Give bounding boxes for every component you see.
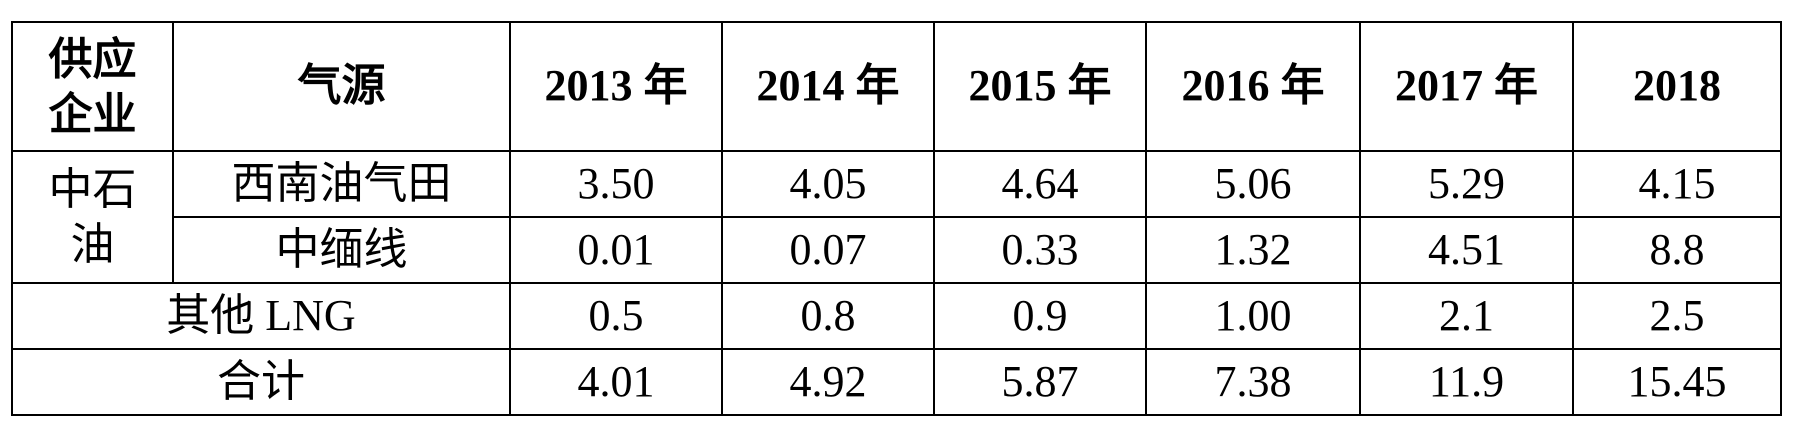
value-cell: 2.1 — [1359, 282, 1574, 350]
header-cell: 2017 年 — [1359, 21, 1574, 152]
header-cell: 供应企业 — [11, 21, 174, 152]
label-cell: 合计 — [11, 348, 511, 416]
value-cell: 1.32 — [1145, 216, 1361, 284]
value-cell: 3.50 — [509, 150, 723, 218]
table-row: 合计 4.01 4.92 5.87 7.38 11.9 15.45 — [11, 348, 1782, 416]
table-row: 供应企业 气源 2013 年 2014 年 2015 年 2016 年 2017 年 2018 — [11, 21, 1782, 152]
table-row: 其他 LNG 0.5 0.8 0.9 1.00 2.1 2.5 — [11, 282, 1782, 350]
label-cell: 其他 LNG — [11, 282, 511, 350]
value-cell: 0.01 — [509, 216, 723, 284]
table-row: 中缅线 0.01 0.07 0.33 1.32 4.51 8.8 — [12, 216, 1782, 284]
table-row: 中石油 西南油气田 3.50 4.05 4.64 5.06 5.29 4.15 — [11, 150, 1782, 284]
company-cell: 中石油 — [11, 150, 174, 284]
source-cell: 中缅线 — [172, 216, 511, 284]
value-cell: 1.00 — [1145, 282, 1361, 350]
source-cell: 西南油气田 — [172, 150, 511, 218]
value-cell: 0.07 — [721, 216, 935, 284]
value-cell: 5.29 — [1359, 150, 1574, 218]
value-cell: 0.8 — [721, 282, 935, 350]
value-cell: 11.9 — [1359, 348, 1574, 416]
value-cell: 0.9 — [933, 282, 1147, 350]
value-cell: 0.5 — [509, 282, 723, 350]
value-cell: 7.38 — [1145, 348, 1361, 416]
value-cell: 15.45 — [1572, 348, 1782, 416]
value-cell: 5.87 — [933, 348, 1147, 416]
value-cell: 4.05 — [721, 150, 935, 218]
header-cell-text: 供应企业 — [48, 33, 137, 140]
value-cell: 0.33 — [933, 216, 1147, 284]
value-cell: 8.8 — [1572, 216, 1782, 284]
value-cell: 4.92 — [721, 348, 935, 416]
value-cell: 4.01 — [509, 348, 723, 416]
header-cell: 2015 年 — [933, 21, 1147, 152]
value-cell: 4.51 — [1359, 216, 1574, 284]
header-cell: 2018 — [1572, 21, 1782, 152]
value-cell: 2.5 — [1572, 282, 1782, 350]
header-cell: 2016 年 — [1145, 21, 1361, 152]
header-cell: 气源 — [172, 21, 511, 152]
data-table: 供应企业 气源 2013 年 2014 年 2015 年 2016 年 2017 年 2018… — [11, 21, 1782, 416]
header-cell: 2013 年 — [509, 21, 723, 152]
header-cell: 2014 年 — [721, 21, 935, 152]
company-cell-text: 中石油 — [48, 165, 137, 269]
value-cell: 4.64 — [933, 150, 1147, 218]
value-cell: 4.15 — [1572, 150, 1782, 218]
value-cell: 5.06 — [1145, 150, 1361, 218]
